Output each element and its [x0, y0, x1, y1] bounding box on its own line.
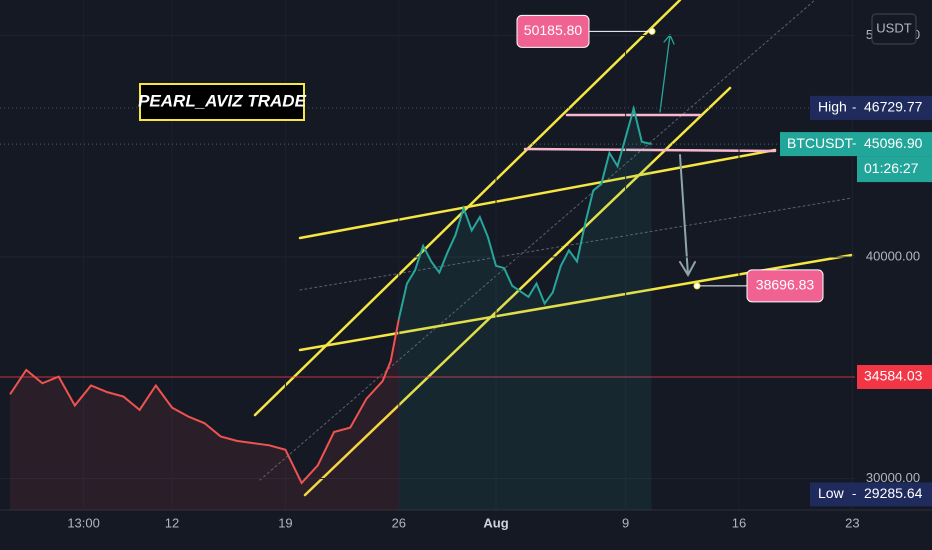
arrow — [679, 154, 696, 278]
x-tick-label: 12 — [165, 515, 179, 530]
trend-line — [298, 148, 777, 240]
marker-box — [810, 95, 932, 120]
marker-value: 29285.64 — [864, 485, 923, 501]
series-area — [10, 319, 399, 510]
series-line — [397, 104, 652, 320]
x-tick-label: 16 — [732, 515, 746, 530]
marker-name: Low — [818, 485, 845, 501]
x-tick-label: 13:00 — [67, 515, 100, 530]
trend-line — [303, 86, 732, 497]
x-tick-label: Aug — [483, 515, 508, 530]
marker-box — [810, 482, 932, 507]
series-line — [9, 318, 400, 485]
series-area — [398, 108, 652, 511]
x-tick-label: 26 — [392, 515, 406, 530]
marker-sep: - — [852, 99, 856, 114]
annotation-box — [746, 269, 824, 303]
marker-sep: - — [852, 136, 856, 151]
chart-title: PEARL_AVIZ TRADE — [138, 91, 306, 110]
drawings — [253, 0, 854, 497]
dotted-line — [299, 197, 853, 291]
marker-box — [857, 364, 932, 389]
x-tick-label: 19 — [278, 515, 292, 530]
dotted-line — [259, 0, 816, 481]
annotation-label: 38696.83 — [756, 277, 815, 293]
annotation-point — [648, 27, 656, 35]
y-tick-label: 40000.00 — [866, 248, 920, 263]
title-box — [139, 83, 305, 121]
currency: USDT — [876, 20, 911, 35]
annotation-box — [516, 14, 590, 48]
y-tick-label: 30000.00 — [866, 470, 920, 485]
x-tick-label: 9 — [622, 515, 629, 530]
marker-box — [780, 132, 932, 157]
marker-name: High — [818, 99, 847, 115]
annotation-point — [693, 282, 701, 290]
resistance-line — [523, 147, 777, 153]
marker-box — [857, 156, 932, 183]
currency-box — [871, 13, 917, 45]
x-tick-label: 23 — [845, 515, 859, 530]
marker-countdown: 01:26:27 — [864, 160, 919, 176]
marker-value: 34584.03 — [864, 368, 923, 384]
annotation-label: 50185.80 — [524, 22, 583, 38]
marker-value: 46729.77 — [864, 99, 923, 115]
marker-sep: - — [852, 486, 856, 501]
marker-value: 45096.90 — [864, 135, 923, 151]
marker-name: BTCUSDT — [787, 135, 854, 151]
